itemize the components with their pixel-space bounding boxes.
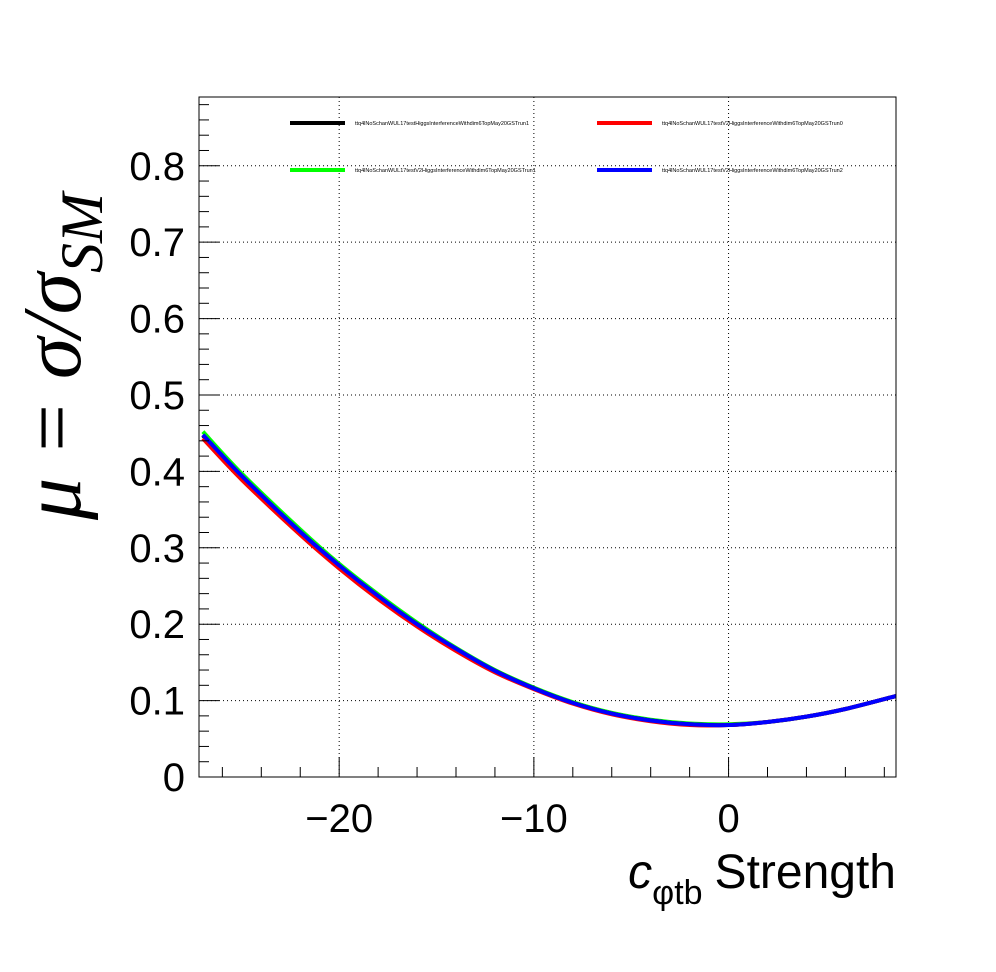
y-tick-label: 0.1: [129, 680, 185, 724]
series-line-3: [201, 433, 897, 728]
legend: ttq4lNoSchanWUL17testHiggsInterferenceWi…: [290, 121, 843, 174]
y-tick-label: 0: [163, 756, 185, 800]
legend-label-1: ttq4lNoSchanWUL17testV2HiggsInterference…: [662, 121, 843, 127]
y-tick-label: 0.5: [129, 374, 185, 418]
y-tick-label: 0.6: [129, 298, 185, 342]
grid-lines: [199, 97, 896, 777]
x-tick-label: −20: [305, 797, 373, 841]
y-axis-title: μ = σ/σSM: [6, 190, 115, 521]
y-tick-label: 0.2: [129, 603, 185, 647]
legend-label-2: ttq4lNoSchanWUL17testV2HiggsInterference…: [355, 168, 536, 174]
x-tick-label: −10: [500, 797, 568, 841]
y-tick-label: 0.3: [129, 527, 185, 571]
x-axis-title: cφtb Strength: [628, 846, 896, 912]
plot-frame: [198, 96, 897, 778]
legend-label-3: ttq4lNoSchanWUL17testV2HiggsInterference…: [662, 168, 843, 174]
y-tick-label: 0.4: [129, 450, 185, 494]
tick-labels: −20 −10 0 0 0.1 0.2 0.3 0.4 0.5 0.6 0.7 0.8: [129, 145, 739, 841]
axis-ticks: [199, 104, 885, 778]
legend-label-0: ttq4lNoSchanWUL17testHiggsInterferenceWi…: [355, 121, 529, 127]
y-tick-label: 0.8: [129, 145, 185, 189]
plot-curves: [201, 430, 897, 728]
x-tick-label: 0: [717, 797, 739, 841]
y-tick-label: 0.7: [129, 221, 185, 265]
